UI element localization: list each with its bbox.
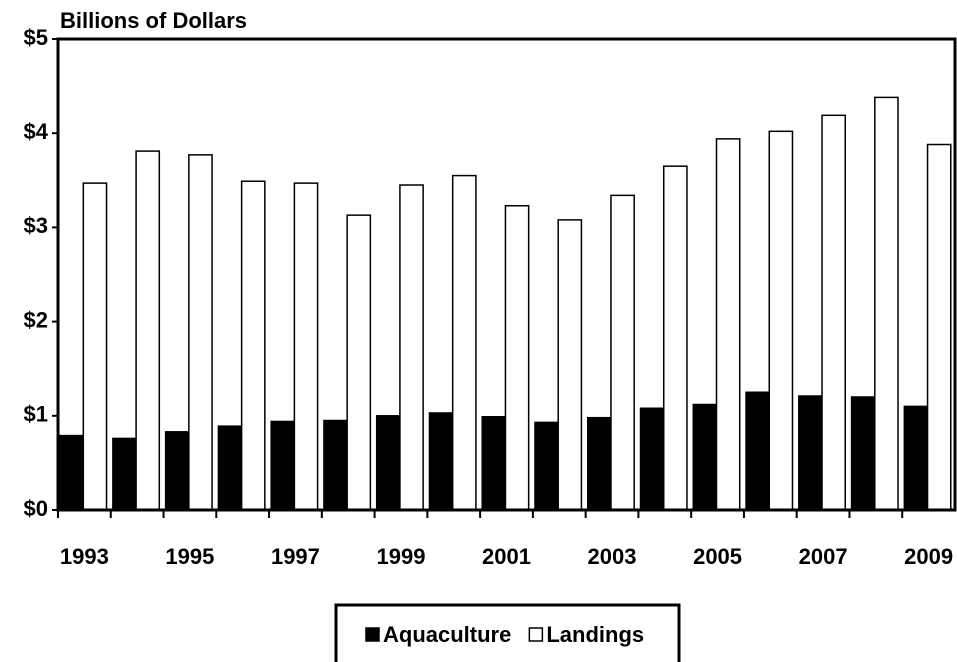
bar [874, 96, 899, 511]
bar [451, 174, 477, 511]
bar [428, 412, 454, 511]
bar [662, 165, 688, 511]
bar [903, 405, 929, 511]
bar [164, 431, 190, 511]
legend-box [334, 603, 681, 662]
chart-title: Billions of Dollars [60, 8, 247, 33]
y-tick-label: $4 [24, 119, 49, 144]
plot-frame [56, 37, 957, 512]
bar [610, 194, 635, 511]
bar [217, 425, 243, 511]
x-tick-label: 1995 [165, 544, 214, 569]
bar [850, 396, 876, 511]
bar [323, 419, 348, 511]
x-tick-label: 2007 [799, 544, 848, 569]
x-tick-label: 2009 [904, 544, 953, 569]
bar [745, 391, 771, 511]
bar [270, 420, 296, 511]
y-tick-label: $1 [24, 402, 48, 427]
x-tick-label: 2005 [693, 544, 742, 569]
bar [481, 415, 507, 511]
bar [82, 182, 108, 511]
bar [293, 182, 319, 511]
legend-swatch [528, 627, 544, 642]
bar [504, 204, 530, 511]
bar [692, 403, 718, 511]
bar [926, 143, 952, 511]
x-tick-label: 1993 [60, 544, 109, 569]
bar [112, 437, 137, 511]
bar [135, 150, 161, 511]
x-tick-label: 1999 [376, 544, 425, 569]
y-tick-label: $3 [24, 213, 48, 238]
y-tick-label: $2 [24, 307, 48, 332]
x-tick-label: 2003 [588, 544, 637, 569]
y-tick-label: $5 [24, 25, 48, 50]
bar [188, 154, 213, 511]
bar [534, 421, 559, 511]
legend-label: Aquaculture [383, 622, 511, 647]
bar [375, 415, 401, 511]
bar [587, 416, 612, 511]
legend-swatch [365, 627, 380, 642]
bar [240, 180, 266, 511]
y-tick-label: $0 [24, 496, 48, 521]
bar [821, 114, 846, 511]
bar [59, 434, 85, 511]
bar [798, 395, 823, 511]
bar [715, 138, 741, 511]
legend-label: Landings [546, 622, 644, 647]
x-tick-label: 1997 [271, 544, 320, 569]
bar [768, 130, 794, 511]
x-tick-label: 2001 [482, 544, 531, 569]
bar [639, 407, 665, 511]
bar [399, 184, 424, 511]
bar [557, 219, 583, 511]
bar [346, 214, 372, 511]
